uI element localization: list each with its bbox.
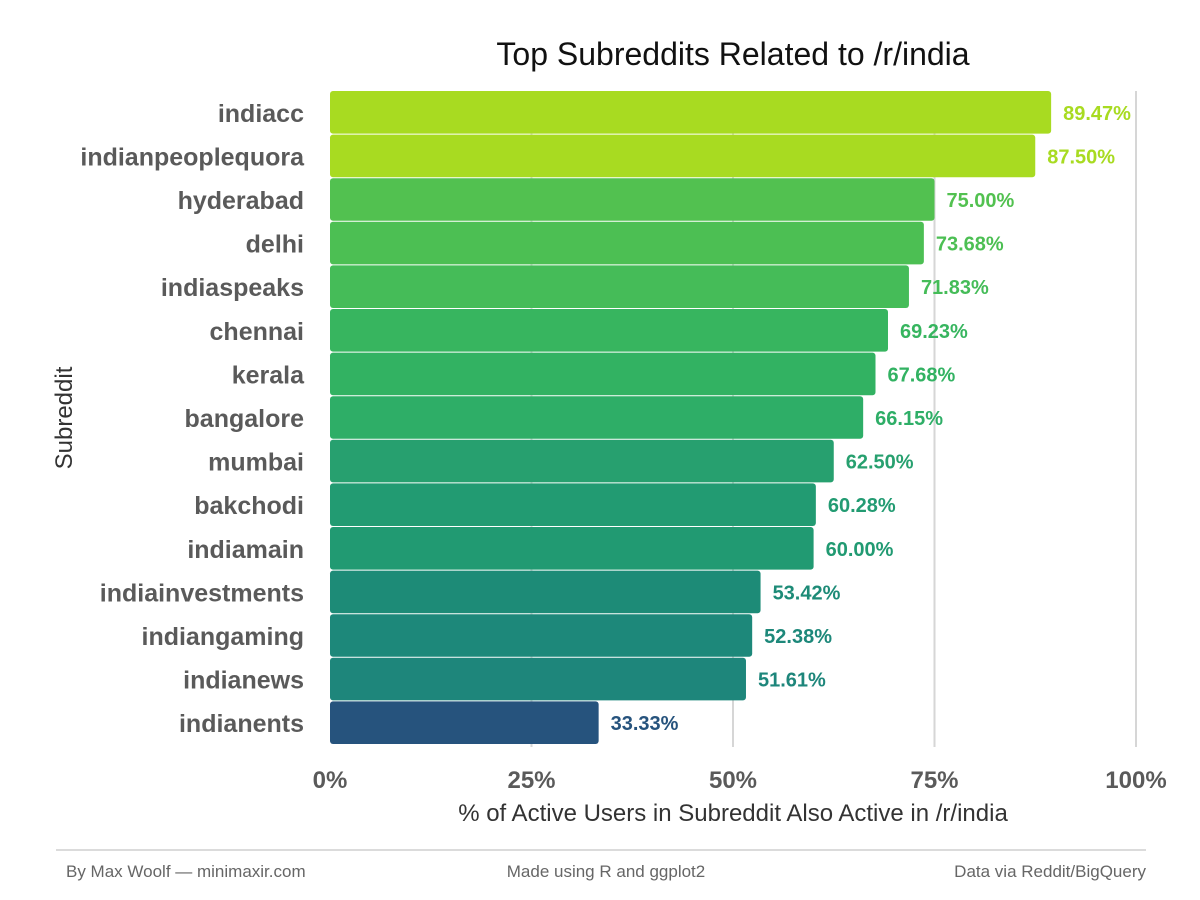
category-label: indiainvestments — [100, 579, 304, 607]
bar-mumbai — [330, 439, 834, 483]
bar-bakchodi — [330, 483, 816, 526]
footer-source: Data via Reddit/BigQuery — [954, 862, 1146, 881]
bar-indiangaming — [330, 614, 753, 657]
bar-indiaspeaks — [330, 265, 909, 308]
x-tick-label: 50% — [709, 767, 757, 794]
bar-indiamain — [330, 527, 814, 570]
value-label: 89.47% — [1063, 103, 1131, 125]
category-label: indianents — [179, 710, 304, 738]
value-label: 52.38% — [764, 626, 832, 648]
bar-kerala — [330, 352, 876, 396]
x-tick-labels: 0% 25% 50% 75% 100% — [313, 767, 1167, 794]
bar-indiacc — [330, 91, 1052, 134]
value-labels: 89.47% 87.50% 75.00% 73.68% 71.83% 69.23% 67.6… — [611, 103, 1132, 735]
chart-title: Top Subreddits Related to /r/india — [496, 36, 969, 72]
value-label: 66.15% — [875, 408, 943, 430]
bar-delhi — [330, 221, 924, 265]
bar-indianpeoplequora — [330, 134, 1036, 178]
x-tick-label: 75% — [910, 767, 958, 794]
value-label: 53.42% — [773, 582, 841, 604]
category-label: mumbai — [208, 449, 304, 477]
category-label: delhi — [246, 231, 304, 259]
x-axis-title: % of Active Users in Subreddit Also Acti… — [458, 800, 1008, 827]
category-label: kerala — [232, 361, 305, 389]
bar-bangalore — [330, 396, 864, 439]
bar-hyderabad — [330, 178, 935, 221]
footer-author: By Max Woolf — minimaxir.com — [66, 862, 306, 881]
x-tick-label: 100% — [1105, 767, 1166, 794]
bar-chennai — [330, 309, 888, 352]
category-label: indianews — [183, 667, 304, 695]
footer-tool: Made using R and ggplot2 — [507, 862, 705, 881]
x-tick-label: 0% — [313, 767, 348, 794]
category-label: indianpeoplequora — [80, 143, 305, 171]
category-labels: indiacc indianpeoplequora hyderabad delhi in… — [80, 100, 305, 738]
category-label: indiangaming — [142, 623, 305, 651]
value-label: 60.28% — [828, 495, 896, 517]
x-tick-label: 25% — [507, 767, 555, 794]
bar-indiainvestments — [330, 570, 761, 614]
category-label: bakchodi — [194, 492, 304, 520]
category-label: chennai — [210, 318, 304, 346]
value-label: 75.00% — [947, 190, 1015, 212]
value-label: 60.00% — [826, 539, 894, 561]
value-label: 71.83% — [921, 277, 989, 299]
value-label: 69.23% — [900, 321, 968, 343]
bar-indianents — [330, 701, 599, 744]
category-label: bangalore — [185, 405, 305, 433]
value-label: 67.68% — [888, 364, 956, 386]
category-label: hyderabad — [178, 187, 304, 215]
value-label: 73.68% — [936, 234, 1004, 256]
category-label: indiacc — [218, 100, 304, 128]
bars — [330, 91, 1052, 744]
bar-indianews — [330, 657, 746, 701]
value-label: 33.33% — [611, 713, 679, 735]
category-label: indiamain — [187, 536, 304, 564]
y-axis-title: Subreddit — [51, 366, 78, 469]
value-label: 51.61% — [758, 670, 826, 692]
value-label: 87.50% — [1047, 146, 1115, 168]
category-label: indiaspeaks — [161, 274, 304, 302]
value-label: 62.50% — [846, 452, 914, 474]
